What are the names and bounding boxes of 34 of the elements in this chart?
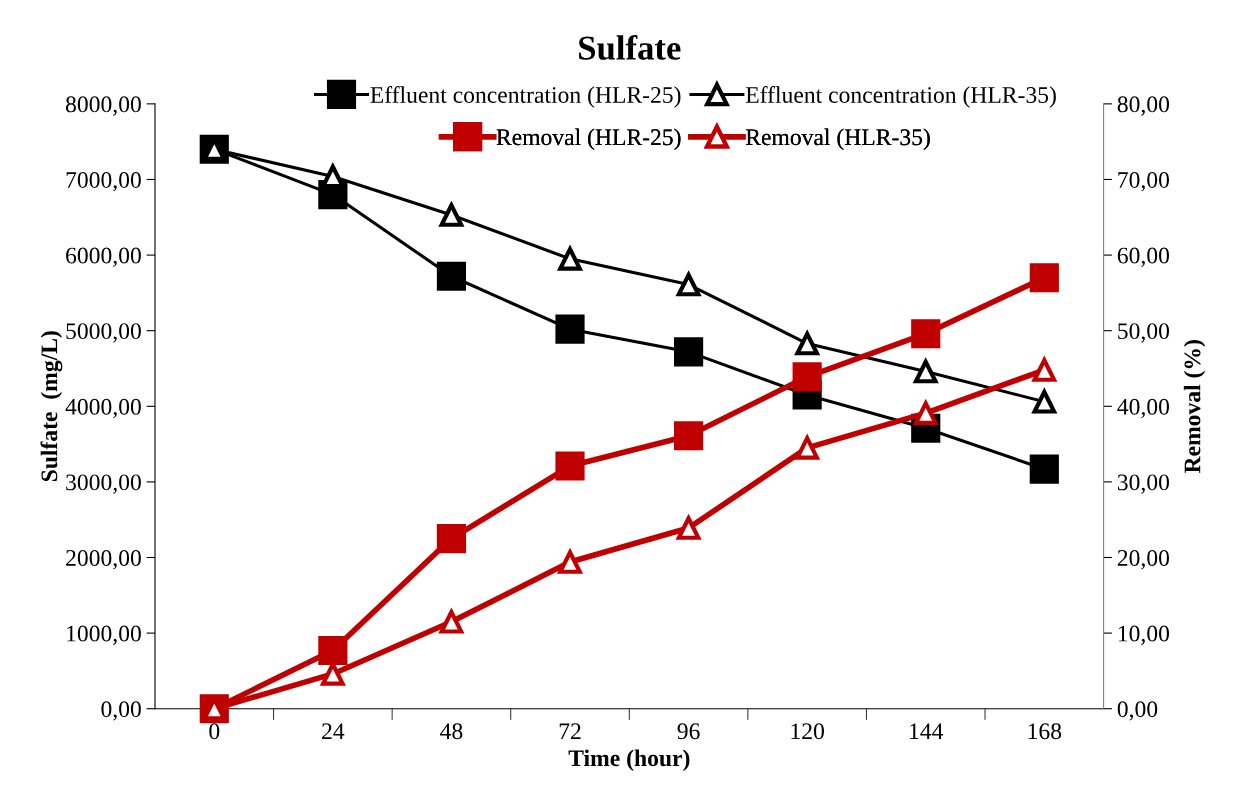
- y-tick-label: 2000,00: [66, 549, 141, 570]
- y-tick-label: 1000,00: [67, 625, 141, 645]
- y2-tick-label: 20,00: [1117, 549, 1170, 570]
- y2-tick-label: 30,00: [1117, 474, 1170, 494]
- legend-label: Removal (HLR-35): [745, 128, 930, 150]
- y2-tick-label: 80,00: [1117, 96, 1170, 116]
- y2-tick-label: 10,00: [1118, 625, 1170, 645]
- y2-tick-label: 50,00: [1118, 323, 1170, 343]
- y-tick-label: 5000,00: [66, 323, 141, 343]
- legend-label: Effluent concentration (HLR-35): [745, 86, 1056, 108]
- y2-tick-label: 60,00: [1117, 247, 1170, 267]
- x-tick-label: 24: [322, 723, 345, 739]
- x-tick-label: 72: [559, 723, 581, 739]
- y-tick-label: 8000,00: [65, 96, 141, 116]
- y2-tick-label: 70,00: [1118, 171, 1170, 192]
- y-tick-label: 4000,00: [65, 398, 141, 419]
- y-tick-label: 7000,00: [66, 171, 141, 192]
- chart-title: Sulfate: [579, 34, 681, 60]
- y-tick-label: 0,00: [101, 701, 141, 721]
- y2-axis-title: Removal (%): [1183, 340, 1206, 474]
- legend-label: Effluent concentration (HLR-25): [370, 86, 681, 108]
- x-tick-label: 96: [677, 723, 700, 740]
- x-tick-label: 0: [209, 723, 220, 740]
- x-tick-label: 48: [440, 723, 463, 740]
- y-tick-label: 3000,00: [66, 474, 141, 494]
- x-axis-title: Time (hour): [568, 749, 690, 771]
- y2-tick-label: 0,00: [1117, 701, 1158, 721]
- y-tick-label: 6000,00: [66, 247, 141, 267]
- x-tick-label: 120: [791, 723, 824, 740]
- y-axis-title: Sulfate (mg/L): [40, 331, 63, 482]
- x-tick-label: 144: [910, 723, 944, 739]
- x-tick-label: 168: [1028, 723, 1062, 740]
- y2-tick-label: 40,00: [1117, 398, 1170, 419]
- legend-label: Removal (HLR-25): [496, 128, 681, 150]
